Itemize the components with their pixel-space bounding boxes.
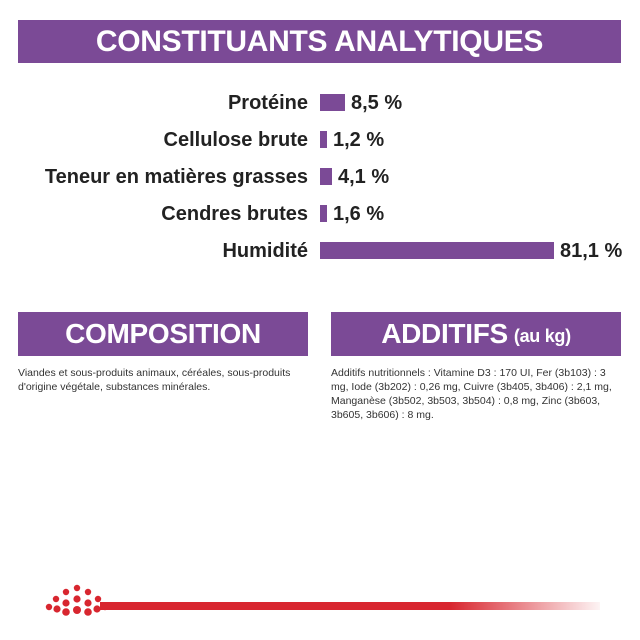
analytic-value: 1,6 % [333, 203, 385, 225]
analytic-row: Humidité 81,1 % [0, 238, 640, 264]
analytic-label: Cendres brutes [161, 203, 308, 225]
analytic-value: 1,2 % [333, 129, 385, 151]
analytiques-banner: CONSTITUANTS ANALYTIQUES [18, 20, 621, 63]
analytic-row: Cendres brutes 1,6 % [0, 201, 640, 227]
composition-text: Viandes et sous-produits animaux, céréal… [18, 367, 291, 393]
analytic-bar [320, 94, 345, 111]
brand-stripe [100, 602, 600, 610]
additifs-title-suffix: (au kg) [513, 325, 571, 346]
crown-icon [45, 584, 109, 616]
analytic-label: Humidité [222, 240, 308, 262]
additifs-title: ADDITIFS [381, 318, 508, 349]
analytic-bar [320, 242, 554, 259]
composition-title: COMPOSITION [65, 318, 261, 349]
analytiques-title: CONSTITUANTS ANALYTIQUES [95, 24, 544, 58]
analytic-row: Teneur en matières grasses 4,1 % [0, 164, 640, 190]
analytic-value: 8,5 % [351, 92, 403, 114]
analytic-bar [320, 131, 327, 148]
analytic-row: Cellulose brute 1,2 % [0, 127, 640, 153]
additifs-text: Additifs nutritionnels : Vitamine D3 : 1… [331, 367, 612, 421]
analytic-label: Cellulose brute [163, 129, 308, 151]
analytic-value: 81,1 % [560, 240, 623, 262]
composition-banner: COMPOSITION [18, 312, 308, 356]
analytic-bar [320, 168, 332, 185]
additifs-banner: ADDITIFS (au kg) [331, 312, 621, 356]
analytic-bar [320, 205, 327, 222]
analytic-value: 4,1 % [338, 166, 390, 188]
analytic-label: Protéine [227, 92, 308, 114]
analytic-label: Teneur en matières grasses [44, 166, 308, 188]
analytic-row: Protéine 8,5 % [0, 90, 640, 116]
